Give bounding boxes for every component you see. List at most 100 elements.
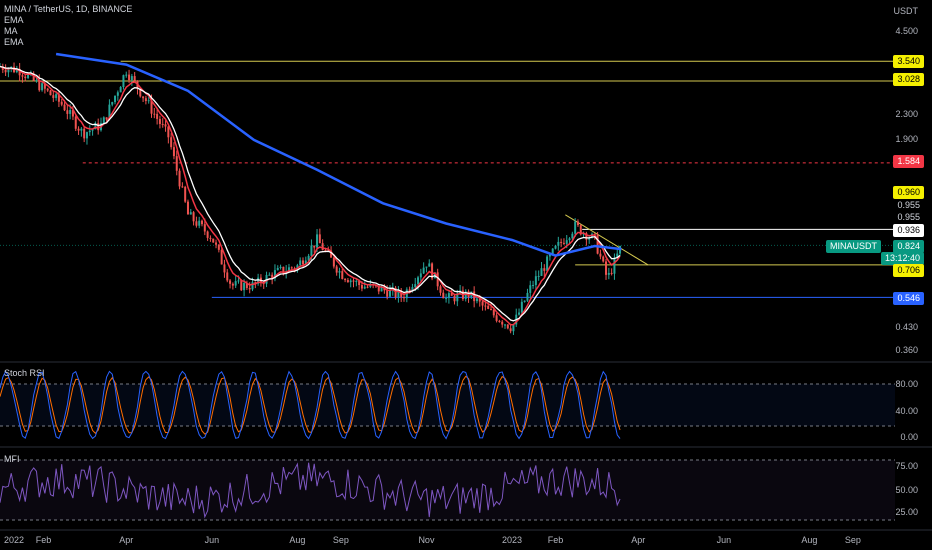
candle-body [411, 287, 414, 292]
candle-body [293, 268, 296, 270]
candle-body [105, 117, 108, 120]
candle-body [495, 315, 498, 321]
time-tick-label: Nov [418, 535, 435, 545]
symbol-title[interactable]: MINA / TetherUS, 1D, BINANCE [4, 4, 133, 14]
candle-body [526, 292, 529, 301]
ema-fast-line [0, 65, 621, 326]
candle-body [366, 286, 369, 288]
candle-body [352, 280, 355, 282]
candle-body [344, 278, 347, 281]
candle-body [55, 94, 58, 98]
candle-body [422, 267, 425, 274]
price-tag-0546[interactable]: 0.546 [893, 292, 924, 305]
candle-body [276, 267, 279, 271]
candle-body [380, 286, 383, 292]
symbol-price-tag[interactable]: MINAUSDT [826, 240, 881, 253]
mfi-pane[interactable] [0, 459, 895, 521]
candle-body [602, 256, 605, 262]
candle-body [97, 123, 100, 131]
candle-body [610, 272, 613, 274]
current-price-tag[interactable]: 0.824 [893, 240, 924, 253]
candle-body [419, 273, 422, 278]
candle-body [77, 128, 80, 131]
candle-body [27, 74, 30, 79]
candle-body [341, 271, 344, 279]
candle-body [153, 113, 156, 115]
price-tag-0706[interactable]: 0.706 [893, 264, 924, 277]
candle-body [175, 156, 178, 171]
candle-body [484, 305, 487, 307]
candle-body [456, 293, 459, 302]
price-tag-1584[interactable]: 1.584 [893, 155, 924, 168]
candle-body [69, 109, 72, 114]
price-tick-0430: 0.430 [895, 322, 918, 332]
indicator-ma[interactable]: MA [4, 26, 18, 36]
price-tick-4500: 4.500 [895, 26, 918, 36]
candle-body [363, 286, 366, 289]
candle-body [425, 266, 428, 268]
candle-body [316, 234, 319, 248]
mfi-tick-25: 25.00 [895, 507, 918, 517]
candle-body [518, 312, 521, 315]
candle-body [198, 220, 201, 226]
price-tag-0955-b[interactable]: 0.955 [893, 211, 924, 224]
candle-body [243, 282, 246, 291]
mfi-tick-50: 50.00 [895, 485, 918, 495]
candle-body [229, 280, 232, 284]
candle-body [414, 284, 417, 288]
candle-body [206, 231, 209, 238]
candle-body [475, 298, 478, 302]
mfi-title[interactable]: MFI [4, 454, 20, 464]
price-pane[interactable] [0, 52, 932, 531]
candle-body [181, 186, 184, 188]
price-tick-2300: 2.300 [895, 109, 918, 119]
stoch-rsi-pane[interactable] [0, 370, 895, 440]
candle-body [209, 237, 212, 239]
candle-body [498, 320, 501, 322]
chart-legend: MINA / TetherUS, 1D, BINANCE EMA MA EMA [4, 4, 132, 48]
indicator-ema-fast[interactable]: EMA [4, 15, 24, 25]
candle-body [24, 76, 27, 79]
candle-body [324, 250, 327, 252]
candle-body [489, 308, 492, 310]
candle-body [282, 266, 285, 274]
candle-body [546, 256, 549, 271]
candle-body [85, 132, 88, 139]
price-tag-3540[interactable]: 3.540 [893, 55, 924, 68]
candle-body [596, 234, 599, 254]
price-tag-0960[interactable]: 0.960 [893, 186, 924, 199]
indicator-ema-slow[interactable]: EMA [4, 37, 24, 47]
candle-body [245, 282, 248, 289]
candle-body [548, 254, 551, 257]
mfi-band [0, 460, 895, 520]
candle-body [271, 274, 274, 279]
candle-body [170, 137, 173, 148]
time-tick-label: Sep [333, 535, 349, 545]
price-tag-0936[interactable]: 0.936 [893, 224, 924, 237]
candle-body [332, 257, 335, 267]
candle-body [534, 276, 537, 285]
candle-body [94, 123, 97, 130]
stoch-rsi-title[interactable]: Stoch RSI [4, 368, 45, 378]
price-tag-3028[interactable]: 3.028 [893, 73, 924, 86]
candle-body [540, 268, 543, 276]
candle-body [167, 126, 170, 138]
candle-body [49, 90, 52, 96]
candle-body [574, 221, 577, 234]
candle-body [172, 147, 175, 157]
candle-body [377, 285, 380, 292]
candle-body [447, 293, 450, 299]
candle-body [313, 245, 316, 248]
candle-body [304, 260, 307, 265]
time-tick-label: Jun [717, 535, 732, 545]
candle-body [520, 301, 523, 313]
price-tag-0955-a[interactable]: 0.955 [893, 199, 924, 212]
candle-body [248, 288, 251, 290]
stoch-tick-80: 80.00 [895, 379, 918, 389]
candle-body [80, 128, 83, 131]
candle-body [360, 285, 363, 289]
candle-body [290, 267, 293, 269]
mfi-line [0, 462, 621, 519]
candle-body [201, 220, 204, 225]
